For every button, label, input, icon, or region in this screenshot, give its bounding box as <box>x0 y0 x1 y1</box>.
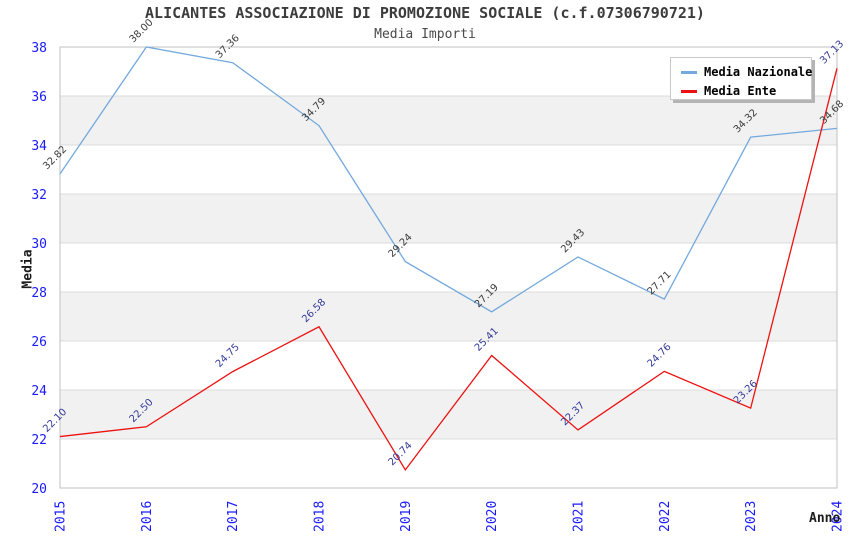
x-tick-label: 2016 <box>140 501 155 532</box>
y-tick-label: 38 <box>31 41 47 56</box>
legend-label-nazionale: Media Nazionale <box>704 65 813 79</box>
y-axis-title: Media <box>20 249 36 289</box>
y-tick-label: 32 <box>31 188 47 203</box>
y-tick-label: 34 <box>31 139 47 154</box>
legend-line-swatch-ente <box>681 89 697 93</box>
plot-band <box>60 194 837 243</box>
legend-line-swatch-nazionale <box>681 70 697 74</box>
y-tick-label: 22 <box>31 433 47 448</box>
plot-band <box>60 439 837 488</box>
x-tick-label: 2017 <box>226 501 241 532</box>
x-tick-label: 2024 <box>831 501 846 532</box>
chart-subtitle: Media Importi <box>374 27 476 42</box>
x-tick-label: 2015 <box>54 501 69 532</box>
y-tick-label: 26 <box>31 335 47 350</box>
x-tick-label: 2021 <box>572 501 587 532</box>
y-tick-label: 24 <box>31 384 47 399</box>
plot-band <box>60 390 837 439</box>
plot-band <box>60 96 837 145</box>
plot-border <box>59 46 838 489</box>
plot-band <box>60 243 837 292</box>
y-tick-label: 30 <box>31 237 47 252</box>
chart-title: ALICANTES ASSOCIAZIONE DI PROMOZIONE SOC… <box>145 4 705 22</box>
legend: Media Nazionale Media Ente <box>670 57 812 100</box>
x-tick-label: 2019 <box>399 501 414 532</box>
plot-band <box>60 145 837 194</box>
series-line-media-nazionale <box>59 46 838 313</box>
plot-band <box>60 292 837 341</box>
x-tick-label: 2022 <box>658 501 673 532</box>
x-tick-label: 2023 <box>744 501 759 532</box>
y-tick-label: 20 <box>31 482 47 497</box>
x-axis-title: Anno <box>809 511 841 526</box>
legend-label-ente: Media Ente <box>704 84 777 98</box>
legend-item-media-nazionale: Media Nazionale <box>681 65 813 79</box>
y-tick-label: 36 <box>31 90 47 105</box>
x-tick-label: 2020 <box>485 501 500 532</box>
x-tick-label: 2018 <box>313 501 328 532</box>
plot-band <box>60 341 837 390</box>
series-line-media-ente <box>59 68 838 472</box>
legend-item-media-ente: Media Ente <box>681 84 811 98</box>
y-tick-label: 28 <box>31 286 47 301</box>
